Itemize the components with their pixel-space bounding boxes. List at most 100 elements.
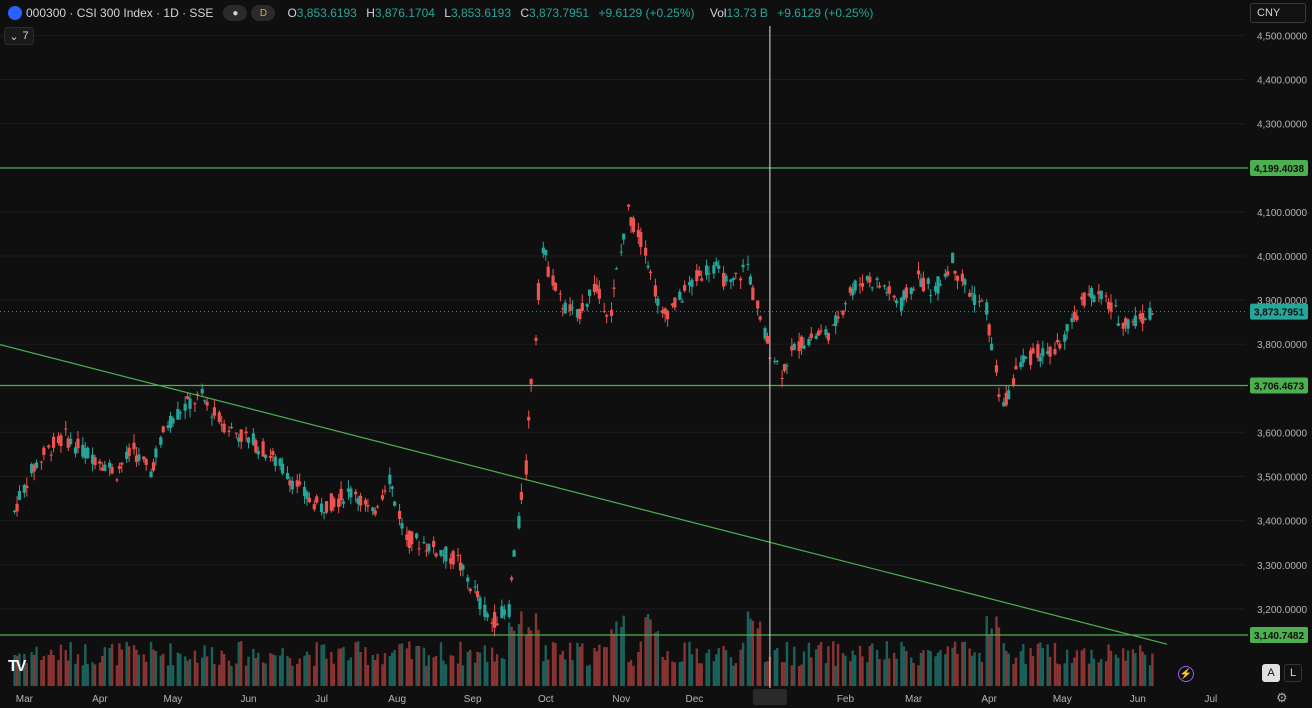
candle-body — [834, 315, 838, 326]
candle-body — [807, 338, 811, 346]
candle-body — [1004, 392, 1008, 406]
volume-bar — [585, 665, 589, 686]
volume-bar — [1036, 643, 1040, 686]
y-axis-tick-label: 3,500.0000 — [1257, 473, 1307, 484]
volume-bar — [218, 664, 221, 686]
candle-body — [887, 286, 891, 294]
candle-body — [894, 300, 899, 304]
volume-bar — [425, 665, 428, 686]
candle-body — [108, 462, 112, 468]
volume-bar — [93, 664, 97, 686]
candle-body — [397, 510, 402, 519]
volume-bar — [449, 655, 452, 686]
volume-bar — [337, 648, 340, 686]
volume-bar — [871, 643, 874, 686]
symbol-title[interactable]: 000300 · CSI 300 Index · 1D · SSE — [26, 6, 214, 20]
volume-bar — [356, 641, 360, 686]
currency-selector[interactable]: CNY — [1250, 3, 1306, 23]
volume-bar — [1100, 658, 1103, 686]
volume-bar — [144, 661, 148, 686]
volume-bar — [154, 651, 158, 686]
volume-bar — [1022, 644, 1025, 686]
volume-bar — [1124, 660, 1127, 686]
candle-body — [305, 491, 309, 499]
volume-bar — [132, 645, 136, 686]
volume-bar — [766, 661, 769, 686]
candle-body — [52, 436, 56, 448]
volume-bar — [632, 665, 635, 686]
volume-bar — [973, 652, 976, 686]
candle-body — [892, 295, 896, 298]
volume-bar — [1012, 664, 1015, 686]
candle-body — [244, 431, 248, 434]
volume-bar — [74, 663, 77, 686]
candle-body — [843, 303, 848, 305]
data-status-badge[interactable]: D — [251, 5, 276, 21]
indicators-toggle-button[interactable]: ⌄ 7 — [4, 27, 34, 45]
volume-bar — [296, 663, 299, 686]
volume-bar — [18, 653, 21, 686]
volume-bar — [247, 656, 250, 686]
candle-body — [222, 423, 226, 433]
candle-body — [393, 501, 397, 506]
volume-bar — [1082, 648, 1086, 686]
volume-bar — [841, 653, 845, 686]
volume-bar — [836, 643, 840, 686]
volume-bar — [427, 655, 431, 686]
candle-body — [500, 606, 504, 618]
candle-body — [390, 486, 394, 489]
candle-body — [1082, 292, 1086, 306]
candle-body — [933, 286, 938, 292]
lightning-icon[interactable]: ⚡ — [1178, 666, 1194, 682]
candle-body — [161, 426, 165, 433]
volume-bar — [832, 641, 835, 686]
volume-bar — [303, 655, 306, 686]
volume-bar — [120, 649, 124, 686]
log-scale-button[interactable]: L — [1284, 664, 1302, 682]
candle-body — [636, 229, 640, 238]
candle-body — [171, 418, 175, 424]
candle-body — [916, 270, 921, 275]
volume-bar — [700, 663, 703, 686]
status-dot-icon[interactable]: ● — [223, 5, 248, 21]
candle-body — [510, 577, 514, 580]
candle-body — [492, 611, 497, 628]
candle-body — [836, 316, 840, 319]
volume-bar — [381, 664, 384, 686]
volume-bar — [1104, 661, 1108, 686]
candle-body — [882, 285, 887, 287]
candle-body — [841, 310, 845, 315]
volume-bar — [459, 641, 462, 686]
tradingview-logo-icon[interactable]: TV — [8, 658, 27, 675]
candle-body — [987, 324, 991, 336]
volume-bar — [81, 665, 85, 686]
candle-body — [814, 335, 818, 339]
candle-body — [200, 388, 204, 394]
gear-icon[interactable]: ⚙ — [1276, 690, 1288, 705]
x-axis-tick-label: Aug — [388, 694, 406, 705]
volume-bar — [939, 650, 942, 686]
volume-bar — [461, 665, 465, 686]
volume-bar — [951, 647, 954, 686]
volume-bar — [35, 646, 38, 686]
candle-body — [127, 447, 131, 456]
candle-body — [73, 447, 78, 454]
volume-bar — [1039, 642, 1042, 686]
volume-bar — [1107, 644, 1110, 686]
candle-body — [205, 401, 209, 406]
volume-bar — [875, 649, 879, 686]
candle-body — [595, 284, 599, 292]
volume-bar — [64, 649, 67, 686]
x-axis-tick-label: Jun — [1130, 694, 1146, 705]
volume-bar — [330, 651, 333, 686]
volume-bar — [196, 662, 199, 686]
auto-scale-button[interactable]: A — [1262, 664, 1280, 682]
volume-bar — [717, 648, 720, 686]
candle-body — [858, 284, 862, 286]
candle-body — [15, 503, 19, 512]
volume-bar — [486, 661, 489, 686]
volume-bar — [1065, 649, 1069, 686]
candle-body — [946, 271, 950, 276]
volume-bar — [67, 660, 70, 686]
